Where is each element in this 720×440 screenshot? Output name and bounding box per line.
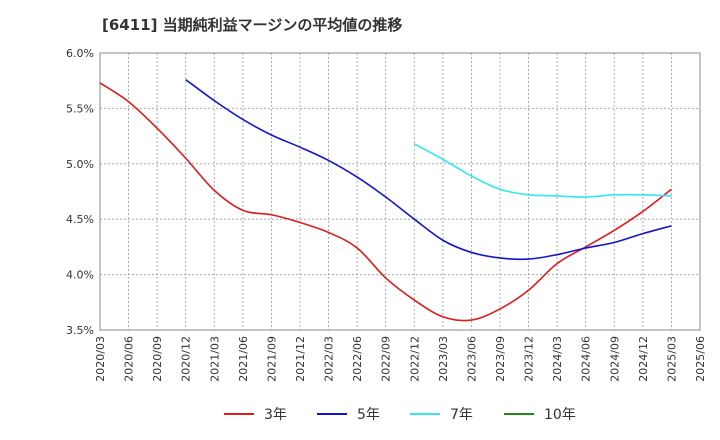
- series-line-1: [99, 82, 672, 322]
- y-tick-label: 4.0%: [66, 269, 94, 282]
- x-tick-label: 2024/06: [580, 336, 593, 382]
- y-tick-label: 5.0%: [66, 158, 94, 171]
- x-tick-label: 2025/03: [665, 336, 678, 382]
- series-lines: [99, 78, 672, 322]
- legend-label: 3年: [264, 407, 287, 423]
- x-tick-label: 2022/03: [323, 336, 336, 382]
- y-tick-label: 4.5%: [66, 213, 94, 226]
- x-tick-label: 2025/06: [694, 336, 707, 382]
- x-tick-label: 2022/09: [380, 336, 393, 382]
- chart-title: [6411] 当期純利益マージンの平均値の推移: [102, 16, 403, 34]
- x-tick-label: 2023/12: [523, 336, 536, 382]
- x-tick-label: 2023/09: [494, 336, 507, 382]
- x-tick-label: 2022/06: [351, 336, 364, 382]
- legend-label: 7年: [450, 407, 473, 423]
- x-tick-label: 2024/09: [608, 336, 621, 382]
- y-tick-label: 5.5%: [66, 102, 94, 115]
- grid: [100, 53, 700, 330]
- x-axis-ticks: 2020/03 2020/06 2020/09 2020/12 2021/03 2021/…: [94, 336, 707, 382]
- x-tick-label: 2021/12: [294, 336, 307, 382]
- x-tick-label: 2020/03: [94, 336, 107, 382]
- series-line-2: [185, 78, 672, 261]
- y-tick-label: 6.0%: [66, 47, 94, 60]
- series-line-3: [413, 143, 672, 198]
- legend-label: 5年: [357, 407, 380, 423]
- x-tick-label: 2022/12: [408, 336, 421, 382]
- x-tick-label: 2021/06: [237, 336, 250, 382]
- y-tick-label: 3.5%: [66, 324, 94, 337]
- legend: 3年 5年 7年 10年: [224, 407, 576, 423]
- plot-area-border: [99, 52, 701, 331]
- legend-label: 10年: [544, 407, 576, 423]
- x-tick-label: 2020/12: [180, 336, 193, 382]
- x-tick-label: 2021/09: [265, 336, 278, 382]
- x-tick-label: 2024/12: [637, 336, 650, 382]
- x-tick-label: 2020/09: [151, 336, 164, 382]
- x-tick-label: 2020/06: [123, 336, 136, 382]
- x-tick-label: 2021/03: [208, 336, 221, 382]
- x-tick-label: 2024/03: [551, 336, 564, 382]
- x-tick-label: 2023/03: [437, 336, 450, 382]
- y-axis-ticks: 3.5% 4.0% 4.5% 5.0% 5.5% 6.0%: [66, 47, 94, 337]
- x-tick-label: 2023/06: [465, 336, 478, 382]
